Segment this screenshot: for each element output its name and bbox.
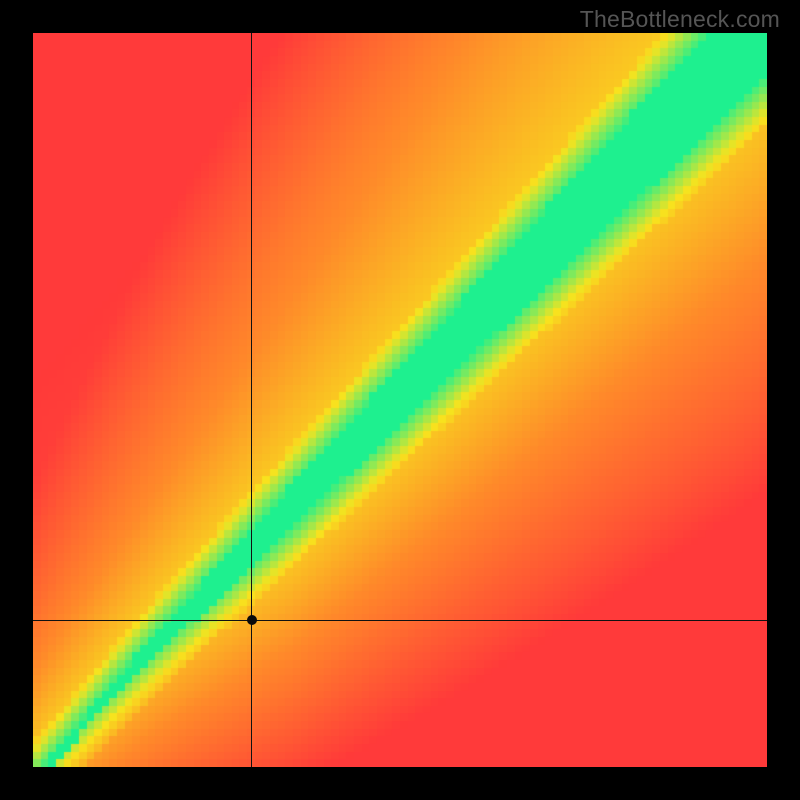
crosshair-vertical: [251, 33, 252, 767]
plot-area: [33, 33, 767, 767]
target-marker: [247, 615, 257, 625]
heatmap-canvas: [33, 33, 767, 767]
crosshair-horizontal: [33, 620, 767, 621]
watermark-text: TheBottleneck.com: [580, 6, 780, 33]
figure-container: TheBottleneck.com: [0, 0, 800, 800]
